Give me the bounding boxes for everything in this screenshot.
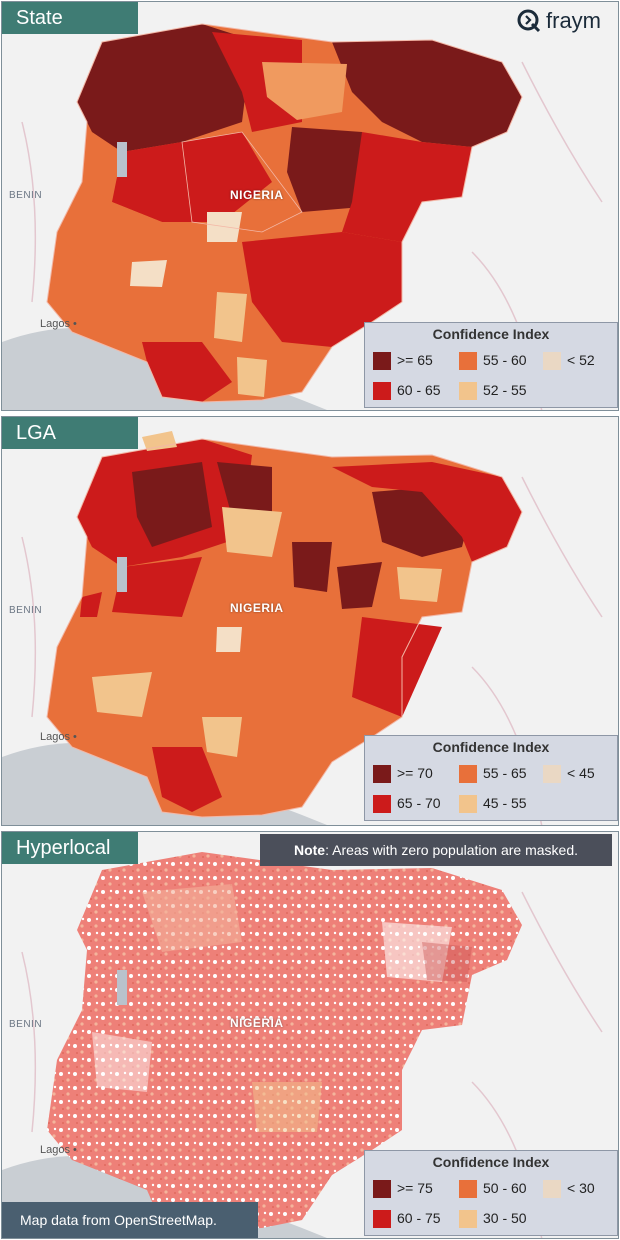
legend-swatch	[373, 795, 391, 813]
map-panel-state: State fraym BENIN NIGERIA Lagos • Confid…	[1, 1, 619, 411]
tab-hyperlocal: Hyperlocal	[2, 832, 138, 864]
fraym-logo: fraym	[516, 6, 610, 36]
legend-label: >= 75	[397, 1180, 433, 1196]
note-banner: Note: Areas with zero population are mas…	[260, 834, 612, 866]
legend-swatch	[543, 765, 561, 783]
legend-swatch	[543, 1180, 561, 1198]
legend-swatch	[459, 795, 477, 813]
legend-label: 30 - 50	[483, 1210, 527, 1226]
state-map	[2, 2, 618, 410]
note-label: Note	[293, 842, 326, 858]
label-benin: BENIN	[9, 1019, 43, 1030]
legend-title: Confidence Index	[432, 1154, 550, 1170]
legend-label: >= 70	[397, 765, 433, 781]
legend-swatch	[373, 765, 391, 783]
label-nigeria: NIGERIA	[230, 601, 284, 615]
map-attribution: Map data from OpenStreetMap.	[2, 1202, 258, 1238]
tab-state: State	[2, 2, 138, 34]
legend-label: < 52	[567, 352, 595, 368]
legend-hyperlocal: Confidence Index >= 75 50 - 60 < 30 60 -…	[364, 1150, 618, 1236]
fraym-logo-icon	[517, 9, 541, 33]
map-panel-lga: LGA BENIN NIGERIA Lagos • Confidence Ind…	[1, 416, 619, 826]
legend-swatch	[459, 1210, 477, 1228]
label-lagos: Lagos •	[40, 1144, 77, 1156]
legend-swatch	[459, 352, 477, 370]
legend-swatch	[373, 1210, 391, 1228]
label-nigeria: NIGERIA	[230, 188, 284, 202]
legend-swatch	[459, 1180, 477, 1198]
label-benin: BENIN	[9, 190, 43, 201]
label-lagos: Lagos •	[40, 318, 77, 330]
legend-swatch	[373, 382, 391, 400]
legend-label: 60 - 75	[397, 1210, 441, 1226]
legend-label: < 30	[567, 1180, 595, 1196]
label-lagos: Lagos •	[40, 731, 77, 743]
legend-swatch	[459, 765, 477, 783]
legend-swatch	[459, 382, 477, 400]
legend-label: >= 65	[397, 352, 433, 368]
fraym-logo-text: fraym	[546, 8, 601, 33]
legend-label: 55 - 65	[483, 765, 527, 781]
legend-label: 52 - 55	[483, 382, 527, 398]
lagos-text: Lagos	[40, 1144, 70, 1156]
lagos-text: Lagos	[40, 731, 70, 743]
map-panel-hyperlocal: Hyperlocal Note: Areas with zero populat…	[1, 831, 619, 1239]
tab-lga: LGA	[2, 417, 138, 449]
legend-label: 55 - 60	[483, 352, 527, 368]
legend-label: 60 - 65	[397, 382, 441, 398]
legend-label: 65 - 70	[397, 795, 441, 811]
legend-swatch	[543, 352, 561, 370]
legend-label: < 45	[567, 765, 595, 781]
legend-swatch	[373, 352, 391, 370]
lagos-text: Lagos	[40, 318, 70, 330]
legend-state: Confidence Index >= 65 55 - 60 < 52 60 -…	[364, 322, 618, 408]
note-text: : Areas with zero population are masked.	[325, 842, 579, 858]
legend-swatch	[373, 1180, 391, 1198]
label-benin: BENIN	[9, 605, 43, 616]
legend-title: Confidence Index	[432, 326, 550, 342]
hyperlocal-map	[2, 832, 618, 1238]
legend-title: Confidence Index	[432, 739, 550, 755]
label-nigeria: NIGERIA	[230, 1016, 284, 1030]
legend-label: 45 - 55	[483, 795, 527, 811]
legend-label: 50 - 60	[483, 1180, 527, 1196]
legend-lga: Confidence Index >= 70 55 - 65 < 45 65 -…	[364, 735, 618, 821]
